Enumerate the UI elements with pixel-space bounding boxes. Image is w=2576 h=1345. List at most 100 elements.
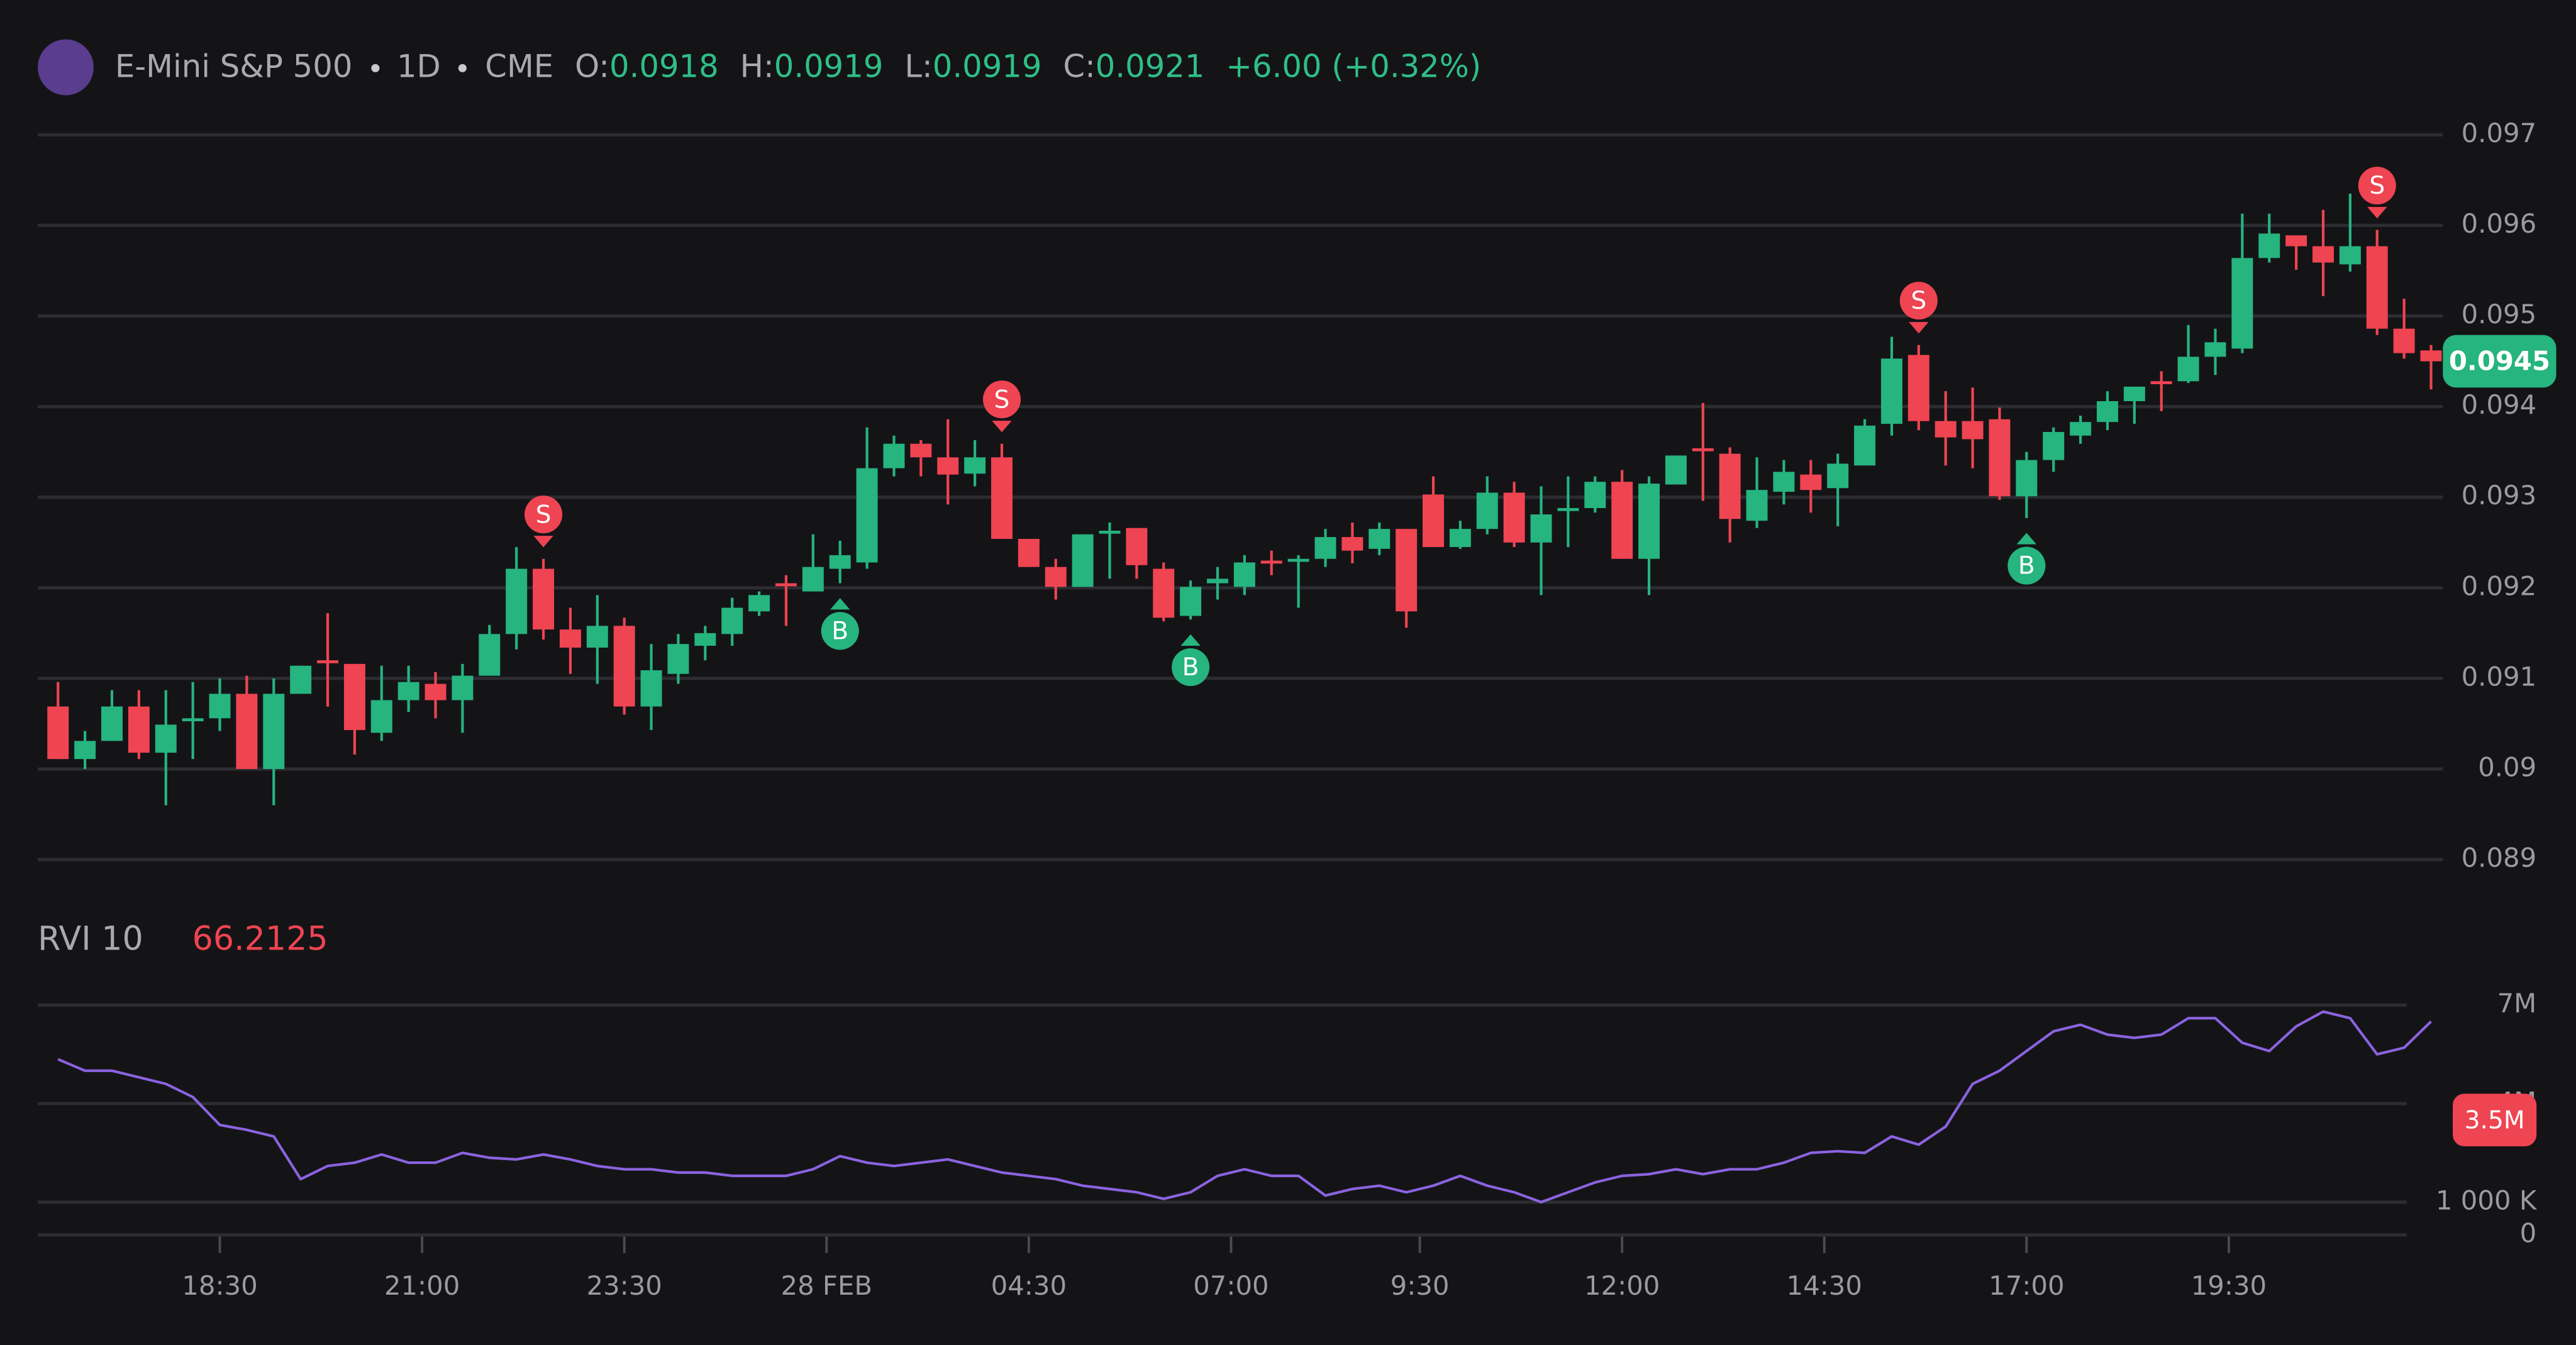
candle-body: [721, 607, 743, 634]
candle-body: [667, 644, 689, 674]
candle-body: [1557, 508, 1579, 511]
ohlc-value: 0.0918: [609, 49, 719, 86]
indicator-value: 66.2125: [192, 921, 328, 958]
candle-body: [1962, 421, 1984, 440]
ohlc-label: H:: [740, 49, 774, 86]
signal-marker: [525, 495, 563, 534]
candle-body: [910, 443, 932, 458]
candle-body: [1665, 455, 1687, 485]
ohlc-label: C:: [1063, 49, 1096, 86]
y-tick-label: 7M: [2497, 988, 2537, 1019]
candle-body: [1854, 425, 1876, 466]
last-price-badge: [2443, 335, 2557, 388]
candle-body: [533, 568, 555, 630]
x-tick-label: 12:00: [1584, 1270, 1660, 1301]
candle-body: [397, 682, 419, 700]
candle-body: [2420, 350, 2442, 362]
y-tick-label: 0.095: [2462, 299, 2537, 329]
signal-marker: [1172, 648, 1210, 687]
candle-body: [2123, 386, 2145, 401]
candle-body: [883, 443, 905, 468]
y-tick-label: 0.089: [2462, 843, 2537, 873]
x-tick-label: 07:00: [1193, 1270, 1269, 1301]
candle-body: [1503, 492, 1525, 543]
indicator-name: RVI 10: [38, 921, 143, 958]
y-tick-label: 0.09: [2478, 751, 2536, 782]
candle-body: [182, 718, 204, 722]
x-tick-label: 9:30: [1391, 1270, 1450, 1301]
signal-marker: [982, 380, 1021, 419]
candle-body: [1233, 562, 1255, 587]
candle-body: [1935, 421, 1957, 438]
candle-body: [802, 567, 824, 592]
candle-body: [425, 684, 447, 700]
candle-body: [2393, 328, 2415, 353]
candle-body: [1260, 560, 1282, 564]
indicator-line: [57, 1010, 2432, 1204]
candle-body: [1341, 537, 1363, 551]
signal-label: S: [1911, 287, 1926, 315]
candle-body: [1692, 448, 1714, 451]
candle-body: [1907, 355, 1929, 421]
candle-body: [2016, 460, 2038, 497]
candle-body: [236, 694, 258, 769]
candle-body: [1045, 567, 1067, 587]
candle-body: [991, 457, 1013, 539]
indicator-badge: [2453, 1093, 2537, 1146]
price-change: +6.00 (+0.32%): [1226, 49, 1482, 86]
candle-body: [74, 741, 96, 760]
candle-body: [1530, 514, 1552, 543]
header: E-Mini S&P 500 1D CME O: 0.0918 H: 0.0919 …: [38, 39, 1482, 96]
x-tick-label: 19:30: [2191, 1270, 2267, 1301]
candle-body: [209, 694, 231, 719]
x-tick-label: 28 FEB: [780, 1270, 872, 1301]
candle-body: [263, 694, 285, 769]
y-tick-label: 0.096: [2462, 208, 2537, 239]
candle-body: [2070, 422, 2092, 436]
candle-body: [1126, 528, 1148, 565]
signal-marker: [2007, 546, 2046, 585]
candle-body: [1180, 587, 1202, 616]
candle-body: [2177, 357, 2199, 382]
candle-body: [1719, 453, 1741, 519]
y-tick-label: 0.092: [2462, 570, 2537, 601]
y-tick-label: 0.094: [2462, 389, 2537, 420]
candle-body: [1989, 419, 2011, 497]
candle-body: [101, 706, 123, 741]
separator: [370, 63, 379, 72]
ohlc-value: 0.0921: [1095, 49, 1205, 86]
candle-body: [2043, 431, 2065, 460]
ohlc-value: 0.0919: [932, 49, 1042, 86]
signal-label: S: [536, 501, 552, 529]
candle-body: [128, 706, 150, 753]
signal-arrow: [1180, 634, 1201, 646]
last-price-label: 0.0945: [2449, 346, 2550, 377]
candle-body: [47, 706, 69, 760]
x-tick-label: 04:30: [991, 1270, 1067, 1301]
symbol-title: E-Mini S&P 500: [114, 49, 353, 86]
candle-body: [1638, 484, 1660, 559]
signal-marker: [2358, 167, 2396, 205]
x-tick-label: 17:00: [1989, 1270, 2064, 1301]
signal-arrow: [992, 421, 1012, 433]
candle-body: [2150, 381, 2172, 384]
ohlc-label: O:: [575, 49, 610, 86]
candle-body: [1099, 531, 1121, 534]
candle-body: [2339, 246, 2361, 265]
candle-body: [1153, 568, 1175, 618]
signal-label: S: [2369, 172, 2385, 200]
signal-label: B: [1182, 653, 1199, 682]
candle-body: [2312, 246, 2334, 263]
candle-body: [1746, 490, 1768, 521]
x-tick-label: 21:00: [384, 1270, 460, 1301]
signal-arrow: [830, 598, 850, 610]
candle-body: [856, 468, 878, 563]
candle-body: [694, 633, 716, 646]
signal-arrow: [2016, 533, 2037, 545]
signal-label: S: [994, 385, 1010, 414]
candle-body: [1018, 538, 1040, 567]
candle-body: [1476, 492, 1498, 529]
